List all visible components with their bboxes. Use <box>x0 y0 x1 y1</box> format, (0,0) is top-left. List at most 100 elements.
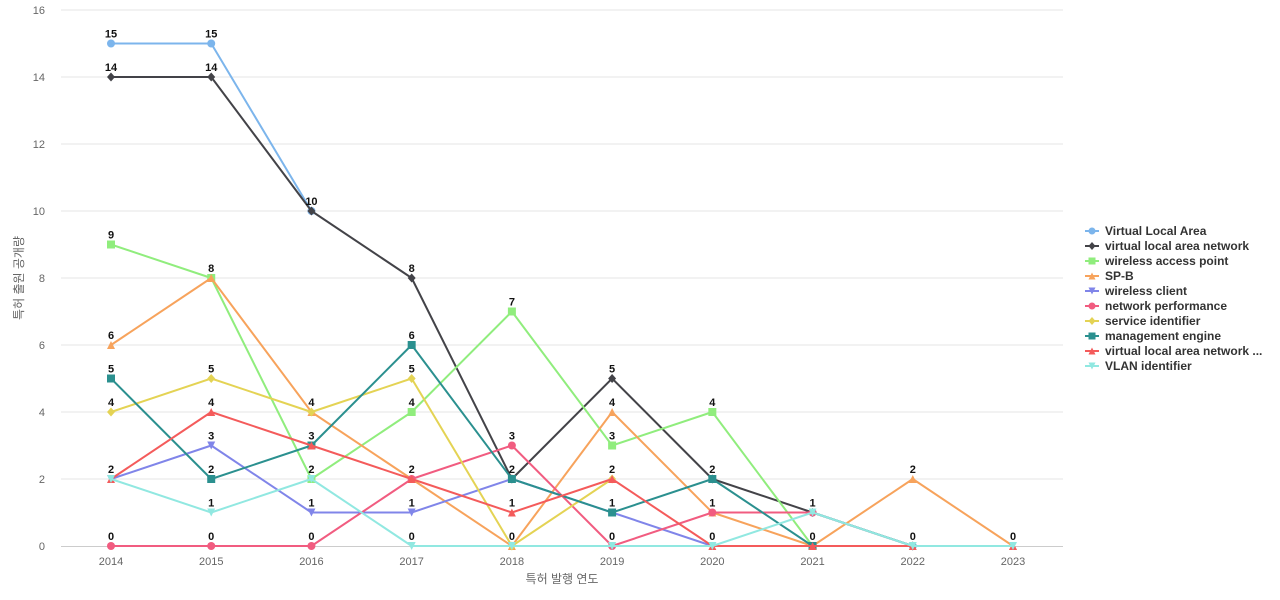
data-point <box>107 39 115 48</box>
data-labels: 1514965420151485432101043210865421073210… <box>105 29 1016 544</box>
x-tick-label: 2015 <box>199 556 223 568</box>
data-point <box>608 408 617 416</box>
legend-item-sp-b[interactable]: SP-B <box>1085 269 1134 283</box>
y-tick-label: 10 <box>33 206 45 218</box>
data-label: 5 <box>409 364 415 376</box>
data-point <box>407 341 416 349</box>
legend-marker <box>1088 272 1096 280</box>
data-point <box>107 72 115 82</box>
data-point <box>507 475 516 483</box>
legend-marker <box>1088 302 1096 310</box>
x-tick-label: 2023 <box>1001 556 1025 568</box>
data-point <box>107 475 115 483</box>
legend-label: virtual local area network ... <box>1105 344 1262 358</box>
data-point <box>407 408 416 416</box>
data-label: 1 <box>509 498 515 510</box>
data-label: 2 <box>910 464 916 476</box>
legend-marker <box>1088 227 1096 235</box>
legend-item-wireless-client[interactable]: wireless client <box>1085 284 1187 298</box>
data-point <box>307 441 316 450</box>
x-tick-label: 2016 <box>299 556 323 568</box>
data-point <box>307 206 316 216</box>
y-tick-label: 14 <box>33 72 45 84</box>
legend-marker <box>1088 347 1096 355</box>
data-label: 2 <box>308 464 314 476</box>
data-label: 3 <box>208 431 214 443</box>
legend-item-vlan-identifier[interactable]: VLAN identifier <box>1085 359 1192 373</box>
data-point <box>407 475 416 483</box>
legend-label: service identifier <box>1105 314 1201 328</box>
legend-item-network-performance[interactable]: network performance <box>1085 299 1227 313</box>
legend-item-virtual-local-area[interactable]: Virtual Local Area <box>1085 224 1207 238</box>
legend-marker <box>1088 257 1096 265</box>
legend-item-virtual-local-area-network[interactable]: virtual local area network ... <box>1085 344 1262 358</box>
series-vlan-identifier <box>107 475 1017 550</box>
data-label: 4 <box>208 397 215 409</box>
data-point <box>507 307 516 316</box>
data-point <box>107 374 115 383</box>
data-point <box>507 441 516 450</box>
data-label: 8 <box>208 263 214 275</box>
legend-item-virtual-local-area-network[interactable]: virtual local area network <box>1085 239 1249 253</box>
legend-item-management-engine[interactable]: management engine <box>1085 329 1221 343</box>
y-tick-label: 8 <box>39 273 45 285</box>
data-label: 0 <box>1010 531 1016 543</box>
data-point <box>808 508 817 517</box>
legend-label: wireless client <box>1104 284 1187 298</box>
series-line <box>110 344 814 547</box>
data-point <box>207 542 216 550</box>
x-tick-label: 2017 <box>399 556 423 568</box>
legend-marker <box>1088 287 1096 295</box>
data-label: 8 <box>409 263 415 275</box>
data-point <box>207 72 216 82</box>
data-label: 3 <box>609 431 615 443</box>
data-label: 4 <box>409 397 416 409</box>
data-label: 2 <box>208 464 214 476</box>
data-label: 0 <box>308 531 314 543</box>
series-line <box>110 243 814 547</box>
data-label: 0 <box>509 531 515 543</box>
x-axis-title: 특허 발행 연도 <box>526 571 599 586</box>
data-point <box>1009 542 1017 550</box>
data-point <box>107 240 115 249</box>
data-label: 0 <box>108 531 114 543</box>
data-point <box>107 407 115 417</box>
legend-marker <box>1088 332 1096 340</box>
legend-label: virtual local area network <box>1105 239 1249 253</box>
data-label: 14 <box>205 62 218 74</box>
y-tick-label: 6 <box>39 340 45 352</box>
data-label: 1 <box>609 498 615 510</box>
legend-marker <box>1088 362 1096 370</box>
data-point <box>207 39 216 48</box>
series-line <box>110 478 1013 547</box>
legend-marker <box>1088 242 1096 250</box>
data-point <box>307 542 316 550</box>
data-point <box>207 475 216 483</box>
data-point <box>708 408 717 416</box>
x-tick-label: 2018 <box>500 556 524 568</box>
y-tick-label: 0 <box>39 541 45 553</box>
x-tick-label: 2019 <box>600 556 624 568</box>
data-point <box>307 475 316 483</box>
y-axis-title: 특허 출원 공개량 <box>12 236 26 320</box>
legend-item-wireless-access-point[interactable]: wireless access point <box>1085 254 1228 268</box>
data-label: 1 <box>809 498 815 510</box>
data-label: 5 <box>609 364 615 376</box>
x-tick-label: 2021 <box>800 556 824 568</box>
data-point <box>608 475 617 483</box>
data-label: 5 <box>108 364 114 376</box>
data-point <box>207 374 216 383</box>
data-point <box>407 508 416 517</box>
series-line <box>110 277 1014 547</box>
legend-item-service-identifier[interactable]: service identifier <box>1085 314 1201 328</box>
data-point <box>908 542 917 550</box>
legend-label: wireless access point <box>1104 254 1228 268</box>
x-tick-label: 2014 <box>99 556 123 568</box>
data-point <box>908 475 917 483</box>
x-tick-label: 2022 <box>901 556 925 568</box>
data-point <box>407 542 416 550</box>
data-point <box>608 508 617 517</box>
data-label: 0 <box>709 531 715 543</box>
